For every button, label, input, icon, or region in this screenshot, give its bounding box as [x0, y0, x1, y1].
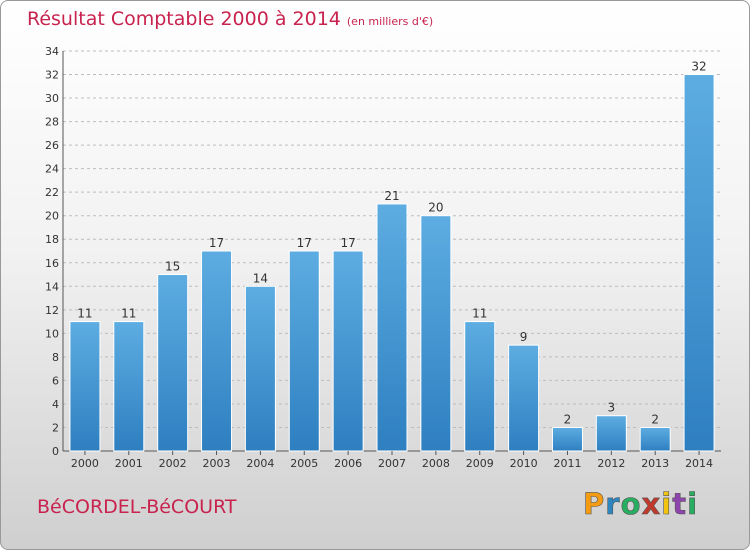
- logo-letter: x: [641, 487, 662, 522]
- y-tick-label: 28: [45, 116, 59, 129]
- bar[interactable]: [464, 321, 496, 452]
- x-tick-label: 2004: [246, 457, 274, 470]
- y-tick-label: 22: [45, 186, 59, 199]
- value-label: 20: [428, 201, 443, 215]
- y-tick-label: 32: [45, 69, 59, 82]
- x-tick-label: 2001: [115, 457, 143, 470]
- x-tick-label: 2014: [685, 457, 713, 470]
- x-tick-label: 2008: [422, 457, 450, 470]
- title-text: Résultat Comptable 2000 à 2014: [27, 8, 341, 30]
- bar[interactable]: [113, 321, 145, 452]
- x-tick-label: 2013: [641, 457, 669, 470]
- logo-letter: t: [672, 487, 688, 522]
- value-label: 11: [77, 307, 92, 321]
- value-label: 3: [608, 401, 616, 415]
- y-tick-label: 24: [45, 163, 59, 176]
- y-tick-label: 8: [52, 351, 59, 364]
- x-tick-label: 2005: [290, 457, 318, 470]
- y-tick-label: 20: [45, 210, 59, 223]
- x-tick-label: 2009: [466, 457, 494, 470]
- bar[interactable]: [69, 321, 101, 452]
- bar[interactable]: [551, 426, 583, 452]
- y-tick-label: 12: [45, 304, 59, 317]
- x-tick-label: 2002: [159, 457, 187, 470]
- y-tick-label: 10: [45, 327, 59, 340]
- x-tick-label: 2006: [334, 457, 362, 470]
- bar[interactable]: [639, 426, 671, 452]
- title-unit: (en milliers d'€): [346, 15, 434, 28]
- chart-title: Résultat Comptable 2000 à 2014 (en millie…: [27, 8, 433, 30]
- value-label: 11: [121, 307, 136, 321]
- value-label: 9: [520, 330, 528, 344]
- bar[interactable]: [244, 285, 276, 452]
- logo-letter: i: [687, 487, 699, 522]
- y-tick-label: 16: [45, 257, 59, 270]
- x-tick-label: 2011: [553, 457, 581, 470]
- bar[interactable]: [683, 74, 715, 452]
- value-label: 17: [209, 236, 224, 250]
- logo-letter: i: [661, 487, 673, 522]
- y-tick-label: 14: [45, 280, 59, 293]
- bar[interactable]: [201, 250, 233, 452]
- bar[interactable]: [420, 215, 452, 452]
- bar[interactable]: [332, 250, 364, 452]
- y-tick-label: 6: [52, 374, 59, 387]
- x-tick-label: 2000: [71, 457, 99, 470]
- logo-letter: o: [620, 487, 642, 522]
- y-tick-label: 30: [45, 92, 59, 105]
- y-tick-label: 4: [52, 398, 59, 411]
- bar[interactable]: [595, 415, 627, 452]
- x-tick-label: 2007: [378, 457, 406, 470]
- value-label: 21: [384, 189, 399, 203]
- y-tick-label: 26: [45, 139, 59, 152]
- value-label: 2: [564, 412, 572, 426]
- value-label: 17: [297, 236, 312, 250]
- logo-letter: r: [605, 487, 621, 522]
- bar[interactable]: [288, 250, 320, 452]
- y-tick-label: 2: [52, 421, 59, 434]
- proxiti-logo[interactable]: Proxiti: [583, 487, 699, 522]
- x-tick-label: 2003: [203, 457, 231, 470]
- logo-letter: P: [583, 487, 606, 522]
- y-tick-label: 18: [45, 233, 59, 246]
- commune-name: BéCORDEL-BéCOURT: [37, 496, 237, 518]
- bar[interactable]: [157, 274, 189, 452]
- x-tick-label: 2012: [597, 457, 625, 470]
- value-label: 17: [340, 236, 355, 250]
- value-label: 2: [651, 412, 659, 426]
- bar[interactable]: [508, 344, 540, 452]
- value-label: 14: [253, 271, 268, 285]
- value-label: 15: [165, 260, 180, 274]
- value-label: 32: [691, 60, 706, 74]
- y-tick-label: 34: [45, 45, 59, 58]
- x-tick-label: 2010: [510, 457, 538, 470]
- bar[interactable]: [376, 203, 408, 452]
- y-tick-label: 0: [52, 445, 59, 458]
- value-label: 11: [472, 307, 487, 321]
